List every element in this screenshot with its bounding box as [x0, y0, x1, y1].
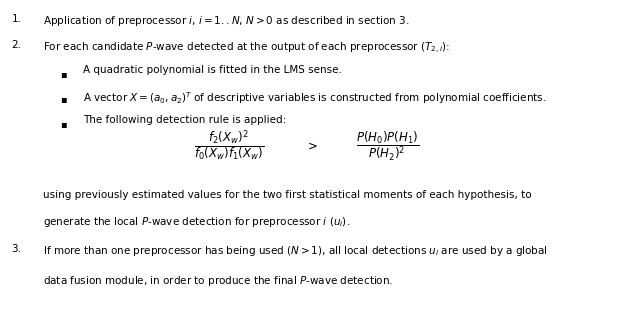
- Text: 3.: 3.: [11, 244, 22, 254]
- Text: Application of preprocessor $i$, $i=1..N$, $N>0$ as described in section 3.: Application of preprocessor $i$, $i=1..N…: [43, 14, 410, 28]
- Text: A quadratic polynomial is fitted in the LMS sense.: A quadratic polynomial is fitted in the …: [83, 65, 342, 75]
- Text: data fusion module, in order to produce the final $P$-wave detection.: data fusion module, in order to produce …: [43, 274, 394, 288]
- Text: If more than one preprocessor has being used ($N>1$), all local detections $u_i$: If more than one preprocessor has being …: [43, 244, 548, 258]
- Text: $\dfrac{f_2(X_w)^2}{f_0(X_w)f_1(X_w)}$: $\dfrac{f_2(X_w)^2}{f_0(X_w)f_1(X_w)}$: [194, 129, 264, 163]
- Text: ▪: ▪: [60, 69, 67, 79]
- Text: generate the local $P$-wave detection for preprocessor $i$ ($u_i$).: generate the local $P$-wave detection fo…: [43, 215, 350, 229]
- Text: 1.: 1.: [11, 14, 22, 24]
- Text: 2.: 2.: [11, 40, 22, 50]
- Text: A vector $X=(a_0,a_2)^T$ of descriptive variables is constructed from polynomial: A vector $X=(a_0,a_2)^T$ of descriptive …: [83, 90, 546, 106]
- Text: ▪: ▪: [60, 119, 67, 129]
- Text: using previously estimated values for the two first statistical moments of each : using previously estimated values for th…: [43, 190, 532, 200]
- Text: The following detection rule is applied:: The following detection rule is applied:: [83, 115, 286, 125]
- Text: $>$: $>$: [305, 140, 318, 153]
- Text: For each candidate $P$-wave detected at the output of each preprocessor ($T_{2,i: For each candidate $P$-wave detected at …: [43, 40, 450, 56]
- Text: ▪: ▪: [60, 94, 67, 104]
- Text: $\dfrac{P(H_0)P(H_1)}{P(H_2)^2}$: $\dfrac{P(H_0)P(H_1)}{P(H_2)^2}$: [356, 130, 420, 163]
